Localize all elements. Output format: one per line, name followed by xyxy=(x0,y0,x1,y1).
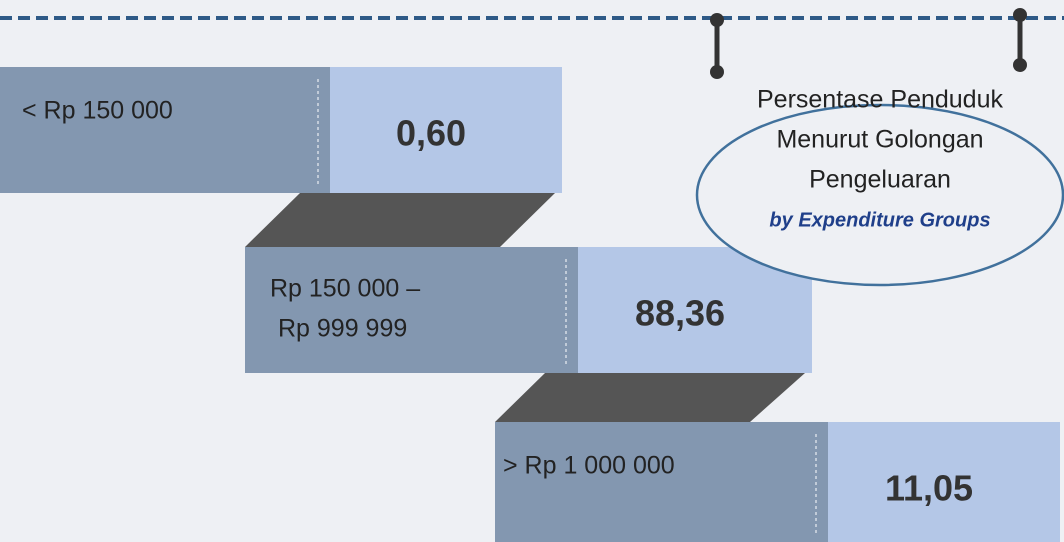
group-value: 88,36 xyxy=(635,293,725,334)
title-ellipse xyxy=(695,103,1064,287)
group-label-box xyxy=(0,67,330,193)
title-line: Persentase Penduduk xyxy=(757,86,1004,114)
title-line: Pengeluaran xyxy=(809,166,951,194)
subtitle: by Expenditure Groups xyxy=(769,209,990,231)
group-label: Rp 999 999 xyxy=(278,315,407,343)
group-label: < Rp 150 000 xyxy=(22,97,173,125)
group-label: Rp 150 000 – xyxy=(270,275,420,303)
bracket-right xyxy=(1013,8,1027,72)
connector xyxy=(245,193,555,247)
group-value-box xyxy=(330,67,562,193)
group-value: 0,60 xyxy=(396,113,466,154)
group-value-box xyxy=(828,422,1060,542)
group-label-box xyxy=(495,422,828,542)
bracket-left xyxy=(710,13,724,79)
group-label-box xyxy=(245,247,578,373)
connector xyxy=(495,373,805,422)
title-line: Menurut Golongan xyxy=(776,126,983,154)
group-label: > Rp 1 000 000 xyxy=(503,452,675,480)
group-value: 11,05 xyxy=(885,468,973,509)
